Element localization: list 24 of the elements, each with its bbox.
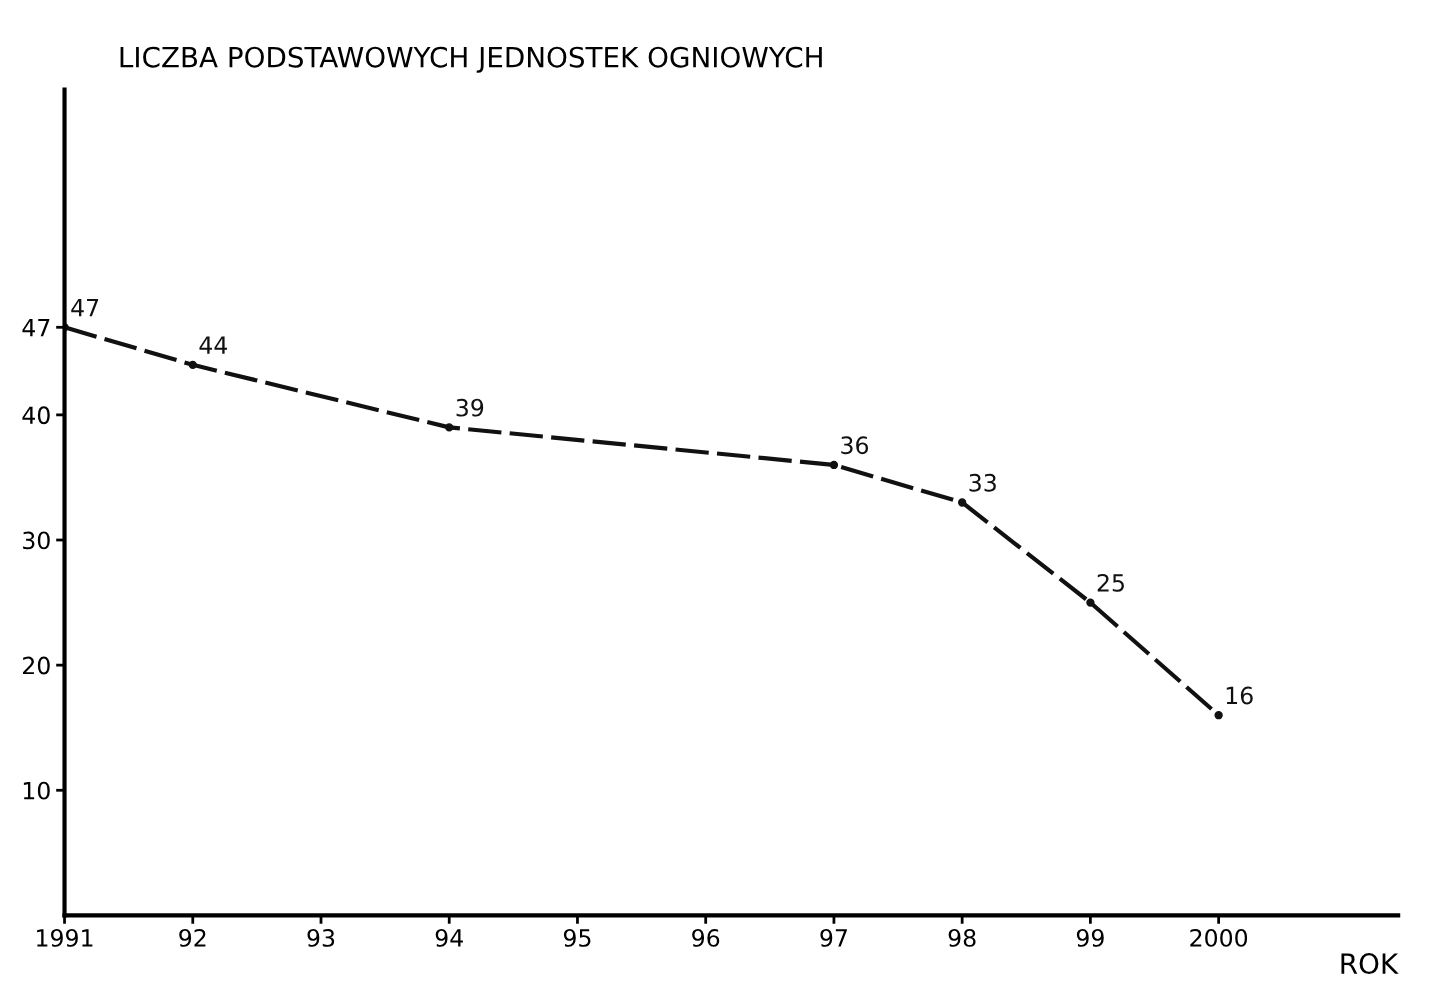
x-tick-label: 94 [435,929,463,947]
x-tick-label: 99 [1076,929,1104,947]
x-tick-label: 98 [948,929,976,947]
x-tick-label: 97 [820,929,847,947]
data-label: 16 [1226,686,1253,705]
data-label: 39 [456,398,484,417]
y-tick-label: 47 [22,319,50,337]
x-tick-label: 2000 [1190,929,1248,947]
data-label: 47 [71,298,99,317]
x-tick-label: 96 [692,929,720,947]
y-tick-label: 40 [22,406,50,425]
y-tick-label: 30 [23,531,50,550]
x-tick-label: 92 [179,929,206,947]
x-tick-label: 95 [563,929,591,947]
x-tick-label: 93 [307,929,335,947]
x-axis-title: ROK [1341,953,1399,975]
data-label: 25 [1097,573,1124,592]
data-label: 36 [841,436,869,455]
data-label: 33 [969,473,996,492]
y-axis-title: LICZBA PODSTAWOWYCH JEDNOSTEK OGNIOWYCH [120,46,822,73]
x-tick-label: 1991 [37,929,93,947]
y-tick-label: 10 [23,781,50,800]
data-label: 44 [199,336,228,354]
y-tick-label: 20 [23,656,50,675]
